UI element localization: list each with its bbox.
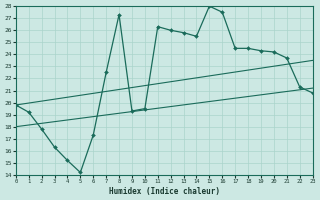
X-axis label: Humidex (Indice chaleur): Humidex (Indice chaleur) [109,187,220,196]
